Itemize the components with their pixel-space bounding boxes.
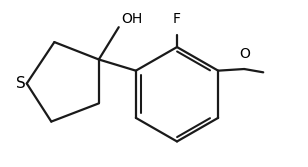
Text: OH: OH: [121, 12, 142, 26]
Text: S: S: [16, 76, 26, 91]
Text: F: F: [173, 12, 181, 26]
Text: O: O: [239, 47, 250, 61]
